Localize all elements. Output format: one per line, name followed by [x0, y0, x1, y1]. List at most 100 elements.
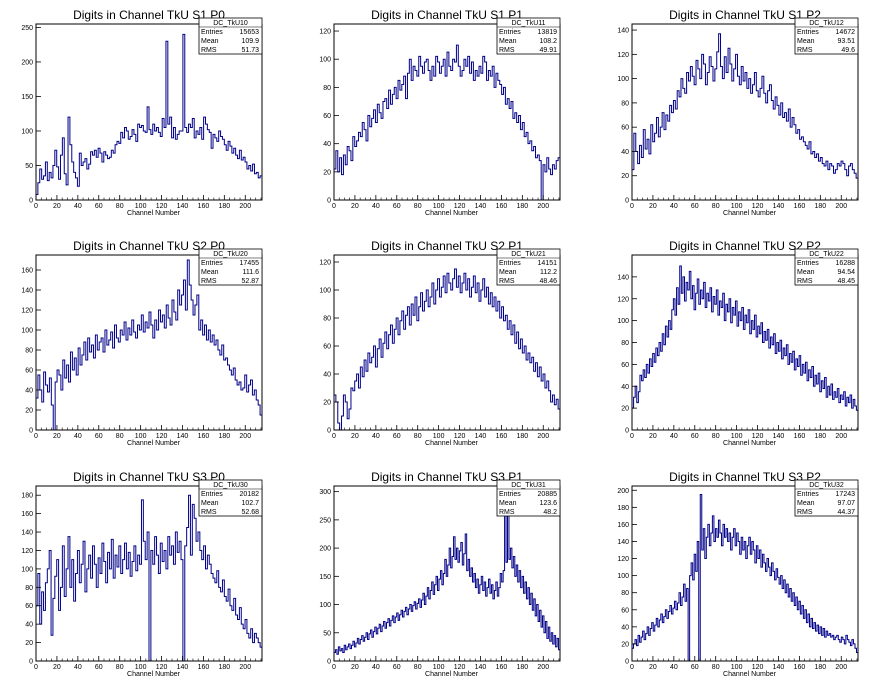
stats-name: DC_TkU20: [213, 251, 248, 258]
y-tick-label: 0: [327, 428, 331, 435]
x-tick-label: 100: [731, 433, 743, 440]
y-tick-label: 80: [621, 590, 629, 597]
histogram-title: Digits in Channel TkU S3 P1: [371, 470, 523, 484]
y-tick-label: 60: [323, 344, 331, 351]
x-tick-label: 160: [496, 203, 508, 210]
x-tick-label: 0: [630, 433, 634, 440]
y-tick-label: 100: [319, 57, 331, 64]
histogram-panel: Digits in Channel TkU S3 P0 0 20 40 60 80 100 1…: [21, 470, 263, 678]
stats-value: 15653: [240, 29, 260, 36]
x-tick-label: 0: [332, 664, 336, 671]
y-tick-label: 120: [617, 296, 629, 303]
x-tick-label: 100: [135, 664, 147, 671]
histogram-bins: [333, 44, 561, 201]
x-tick-label: 160: [794, 664, 806, 671]
x-tick-label: 180: [814, 664, 826, 671]
plot-frame: [631, 485, 859, 662]
x-tick-label: 80: [414, 664, 422, 671]
y-tick-label: 200: [319, 546, 331, 553]
stats-name: DC_TkU30: [213, 482, 248, 489]
x-tick-label: 100: [135, 203, 147, 210]
y-tick-label: 160: [21, 268, 33, 275]
x-tick-label: 120: [752, 433, 764, 440]
y-tick-label: 80: [25, 585, 33, 592]
y-tick-label: 80: [621, 100, 629, 107]
stats-label: RMS: [797, 47, 813, 54]
x-tick-label: 40: [372, 433, 380, 440]
y-tick-label: 60: [323, 113, 331, 120]
y-tick-label: 140: [21, 530, 33, 537]
stats-box-frame: [198, 248, 263, 286]
histogram-panel: Digits in Channel TkU S3 P1 0 20 40 60 80 100 1…: [319, 470, 561, 678]
stats-label: Entries: [499, 260, 521, 267]
x-tick-label: 120: [156, 664, 168, 671]
x-tick-label: 60: [691, 433, 699, 440]
y-tick-label: 0: [625, 659, 629, 666]
x-tick-label: 60: [95, 433, 103, 440]
y-tick-label: 200: [617, 488, 629, 495]
y-tick-label: 140: [21, 288, 33, 295]
x-tick-label: 160: [794, 203, 806, 210]
stats-value: 14672: [836, 29, 856, 36]
stats-value: 93.51: [837, 38, 855, 45]
stats-value: 49.6: [841, 47, 855, 54]
histogram-bins: [333, 268, 561, 431]
x-tick-label: 0: [332, 203, 336, 210]
x-tick-label: 80: [116, 203, 124, 210]
stats-label: Mean: [201, 269, 219, 276]
x-tick-label: 120: [454, 664, 466, 671]
x-tick-label: 160: [198, 664, 210, 671]
stats-label: Entries: [499, 491, 521, 498]
y-tick-label: 120: [617, 556, 629, 563]
x-tick-label: 180: [516, 664, 528, 671]
stats-box-frame: [496, 17, 561, 55]
y-tick-label: 140: [617, 274, 629, 281]
stats-value: 102.7: [241, 500, 259, 507]
stats-label: RMS: [201, 509, 217, 516]
y-tick-label: 60: [621, 607, 629, 614]
x-tick-label: 140: [773, 664, 785, 671]
stats-label: Entries: [201, 29, 223, 36]
y-tick-label: 250: [319, 517, 331, 524]
x-tick-label: 180: [516, 433, 528, 440]
stats-value: 48.45: [837, 278, 855, 285]
y-tick-label: 180: [21, 493, 33, 500]
histogram-bins: [631, 494, 859, 662]
y-tick-label: 140: [617, 539, 629, 546]
x-tick-label: 40: [74, 203, 82, 210]
plot-frame: [35, 485, 263, 662]
stats-label: RMS: [499, 47, 515, 54]
x-tick-label: 80: [712, 433, 720, 440]
x-tick-label: 20: [53, 664, 61, 671]
x-tick-label: 60: [95, 203, 103, 210]
stats-value: 52.68: [241, 509, 259, 516]
x-axis-title: Channel Number: [723, 210, 777, 217]
y-tick-label: 20: [323, 400, 331, 407]
x-tick-label: 80: [414, 433, 422, 440]
y-tick-label: 0: [29, 198, 33, 205]
stats-label: Mean: [201, 38, 219, 45]
x-tick-label: 80: [414, 203, 422, 210]
y-tick-label: 100: [21, 128, 33, 135]
x-tick-label: 200: [239, 203, 251, 210]
x-tick-label: 100: [731, 664, 743, 671]
x-tick-label: 140: [177, 203, 189, 210]
histogram-title: Digits in Channel TkU S2 P2: [669, 239, 821, 253]
stats-label: RMS: [499, 509, 515, 516]
y-tick-label: 80: [621, 340, 629, 347]
x-axis-title: Channel Number: [723, 671, 777, 678]
histogram-title: Digits in Channel TkU S3 P2: [669, 470, 821, 484]
y-tick-label: 150: [319, 574, 331, 581]
x-tick-label: 200: [835, 433, 847, 440]
stats-box-frame: [794, 17, 859, 55]
x-tick-label: 0: [34, 664, 38, 671]
x-tick-label: 140: [773, 433, 785, 440]
stats-value: 20885: [538, 491, 558, 498]
y-tick-label: 140: [617, 28, 629, 35]
y-tick-label: 120: [319, 29, 331, 36]
y-tick-label: 160: [617, 522, 629, 529]
x-tick-label: 200: [835, 203, 847, 210]
stats-value: 52.87: [241, 278, 259, 285]
x-axis-title: Channel Number: [425, 671, 479, 678]
histogram-bins: [35, 494, 263, 662]
